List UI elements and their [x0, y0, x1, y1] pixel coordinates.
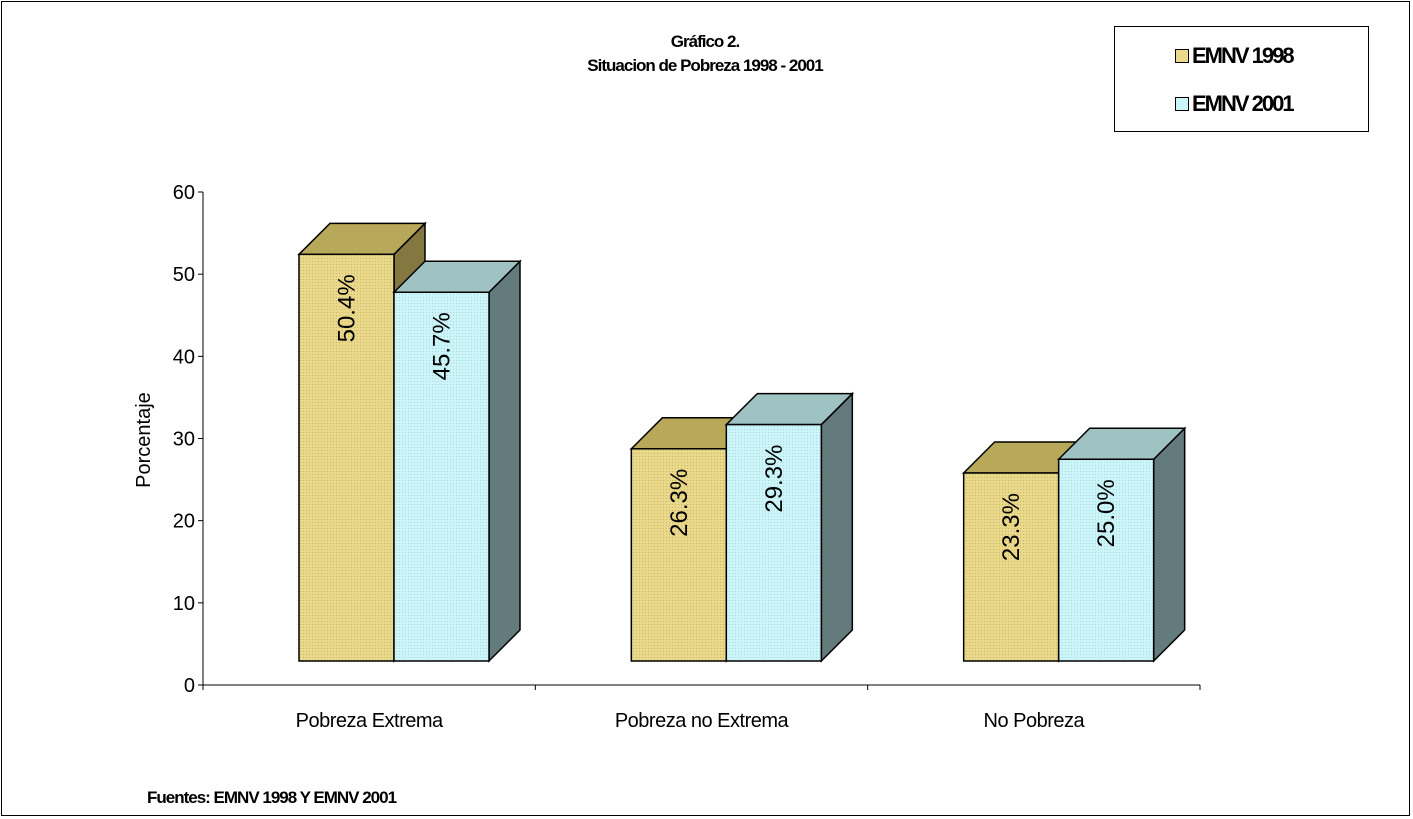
bar-side-1-1 — [820, 391, 854, 663]
legend-item-1998: EMNV 1998 — [1175, 41, 1295, 71]
legend-item-2001: EMNV 2001 — [1175, 89, 1295, 119]
x-category-label: Pobreza Extrema — [296, 710, 444, 732]
data-label-0-2: 23.3% — [998, 493, 1025, 561]
bar-front-0-2 — [962, 472, 1060, 662]
y-tick-label: 30 — [173, 429, 195, 451]
bar-side-1-0 — [488, 259, 521, 663]
x-category-label: Pobreza no Extrema — [615, 710, 790, 732]
legend-swatch-1998 — [1175, 49, 1189, 63]
bar-front-0-0 — [298, 253, 395, 662]
bar-front-1-1 — [725, 423, 823, 662]
y-tick-label: 60 — [173, 182, 195, 204]
data-label-1-2: 25.0% — [1093, 479, 1120, 547]
data-label-1-1: 29.3% — [761, 445, 788, 513]
legend-label-1998: EMNV 1998 — [1192, 43, 1295, 68]
chart-title-line2: Situacion de Pobreza 1998 - 2001 — [587, 56, 823, 75]
legend-label-2001: EMNV 2001 — [1192, 91, 1295, 116]
y-axis-title: Porcentaje — [133, 392, 155, 488]
source-note: Fuentes: EMNV 1998 Y EMNV 2001 — [147, 788, 397, 807]
legend: EMNV 1998 EMNV 2001 — [1114, 26, 1369, 132]
y-tick-label: 20 — [173, 511, 195, 533]
data-label-0-0: 50.4% — [334, 274, 361, 342]
legend-swatch-2001 — [1175, 97, 1189, 111]
y-tick-label: 40 — [173, 346, 195, 368]
chart-title: Gráfico 2. Situacion de Pobreza 1998 - 2… — [500, 30, 910, 78]
x-category-label: No Pobreza — [984, 710, 1086, 732]
bar-front-0-1 — [630, 448, 728, 662]
data-label-1-0: 45.7% — [429, 312, 456, 380]
y-tick-label: 50 — [173, 264, 195, 286]
y-tick-label: 10 — [173, 593, 195, 615]
data-label-0-1: 26.3% — [666, 469, 693, 537]
y-tick-label: 0 — [184, 675, 195, 697]
bar-front-1-2 — [1057, 458, 1155, 662]
bar-side-1-2 — [1152, 426, 1186, 663]
bar-front-1-0 — [393, 291, 490, 662]
chart-title-line1: Gráfico 2. — [670, 32, 740, 51]
